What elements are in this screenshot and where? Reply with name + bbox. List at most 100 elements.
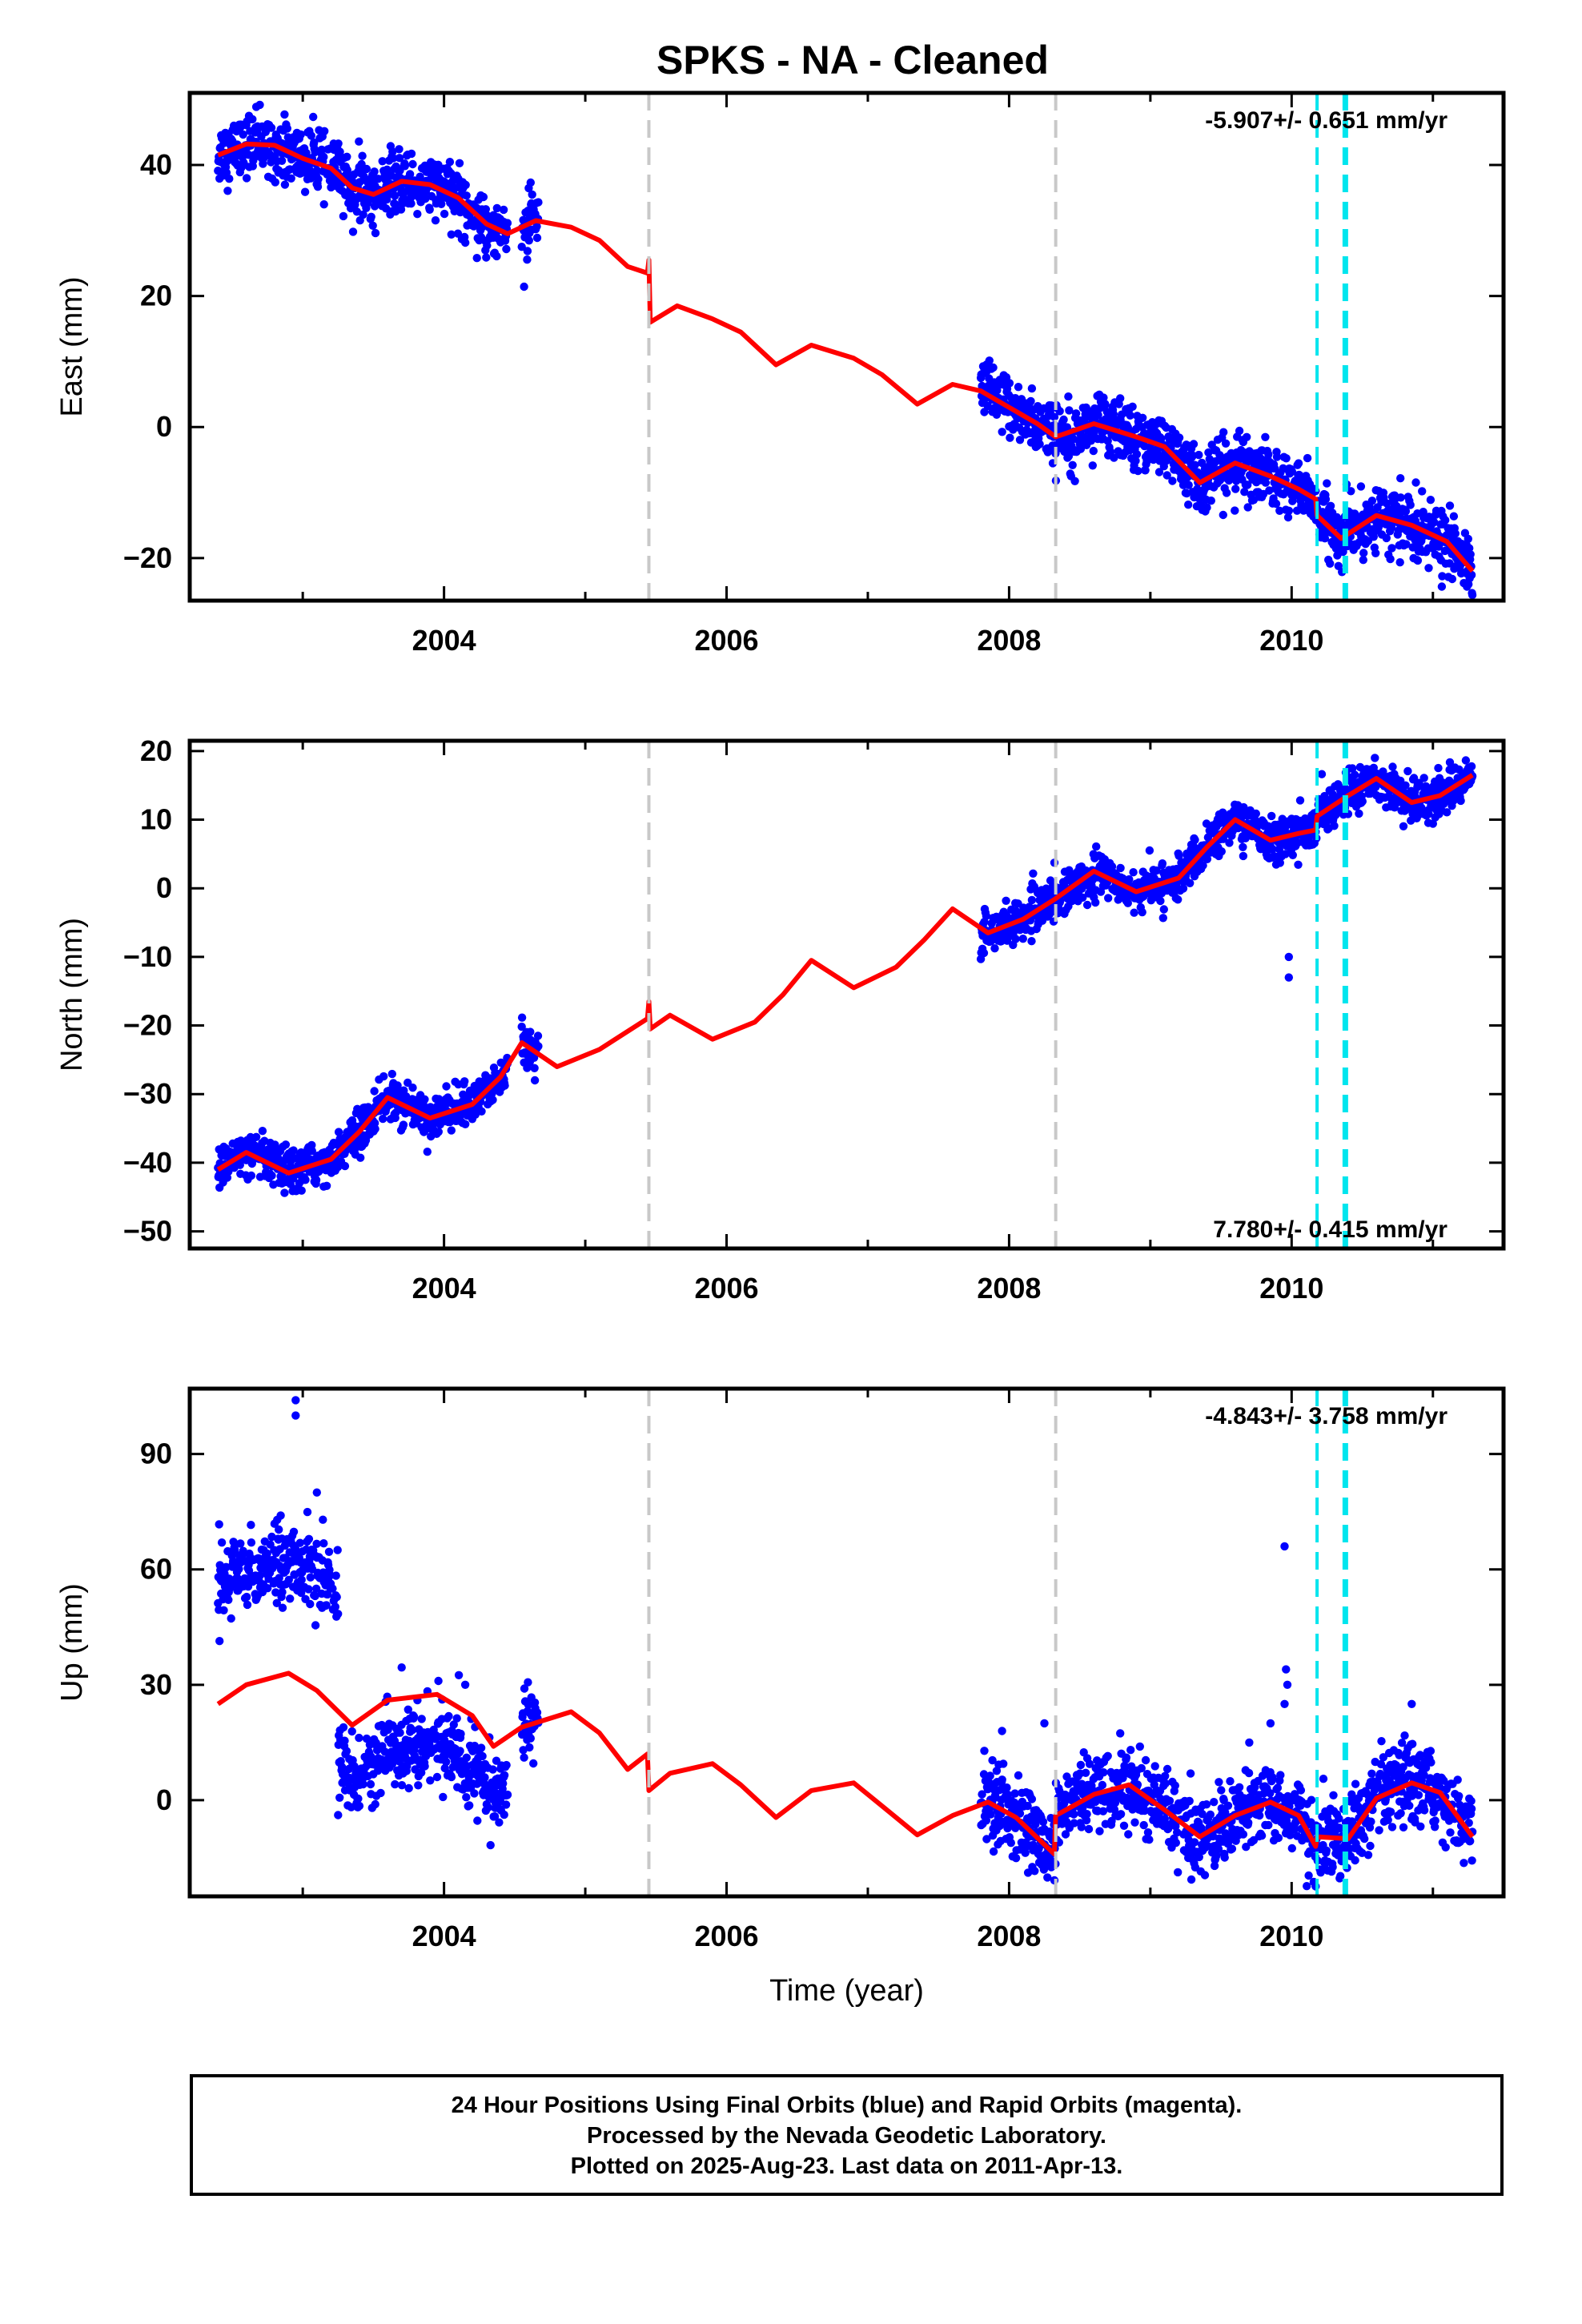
up-data-point: [989, 1847, 998, 1856]
north-outlier-point: [1284, 973, 1294, 982]
up-data-point: [1198, 1810, 1207, 1819]
north-data-point: [461, 1120, 470, 1129]
up-data-point: [1062, 1772, 1071, 1781]
east-data-point: [1126, 411, 1134, 420]
up-data-point: [1095, 1827, 1104, 1835]
up-data-point: [1099, 1768, 1108, 1777]
east-data-point: [1055, 407, 1064, 416]
east-data-point: [1106, 447, 1115, 456]
up-data-point: [502, 1760, 511, 1770]
east-data-point: [313, 183, 323, 191]
up-data-point: [986, 1810, 995, 1819]
north-data-point: [529, 1053, 539, 1063]
east-data-point: [280, 180, 290, 189]
up-data-point: [1015, 1809, 1025, 1818]
up-data-point: [490, 1812, 500, 1821]
east-data-point: [1401, 507, 1411, 516]
north-data-point: [517, 1022, 526, 1031]
up-data-point: [311, 1591, 319, 1601]
east-data-point: [370, 167, 379, 176]
up-data-point: [1135, 1742, 1145, 1751]
east-data-point: [1064, 392, 1073, 401]
up-data-point: [339, 1723, 348, 1732]
east-data-point: [339, 211, 348, 221]
up-data-point: [1186, 1769, 1195, 1778]
east-data-point: [1321, 495, 1331, 504]
east-data-point: [1272, 452, 1282, 461]
north-data-point: [1348, 764, 1357, 773]
east-data-point: [1359, 549, 1368, 557]
east-data-point: [1211, 456, 1220, 466]
north-data-point: [1158, 914, 1168, 923]
north-data-point: [1138, 907, 1146, 917]
up-data-point: [242, 1592, 251, 1602]
up-data-point: [1023, 1801, 1032, 1811]
up-data-point: [391, 1779, 400, 1789]
up-data-point: [456, 1729, 465, 1739]
east-data-point: [1447, 574, 1457, 584]
east-data-point: [1027, 384, 1037, 393]
north-data-point: [1116, 863, 1125, 873]
north-data-point: [1156, 896, 1165, 906]
north-y-tick-label: −30: [123, 1077, 172, 1110]
up-data-point: [243, 1600, 252, 1610]
up-data-point: [1190, 1838, 1199, 1847]
up-data-point: [324, 1547, 334, 1557]
up-data-point: [465, 1801, 474, 1810]
east-data-point: [309, 112, 318, 122]
east-data-point: [528, 190, 536, 199]
north-data-point: [1174, 895, 1182, 904]
up-data-point: [247, 1538, 256, 1547]
up-data-point: [1119, 1821, 1129, 1830]
east-data-point: [255, 100, 264, 110]
east-data-point: [239, 130, 247, 139]
up-data-point: [334, 1610, 343, 1618]
east-data-point: [1465, 544, 1474, 553]
east-data-point: [1035, 440, 1044, 448]
east-data-point: [1005, 379, 1014, 388]
up-data-point: [284, 1575, 293, 1585]
east-data-point: [499, 205, 508, 215]
up-data-point: [323, 1590, 332, 1599]
up-data-point: [1021, 1848, 1030, 1857]
up-data-point: [417, 1768, 426, 1777]
up-data-point: [414, 1781, 423, 1790]
east-data-point: [334, 139, 343, 148]
north-rate-label: 7.780+/- 0.415 mm/yr: [1213, 1216, 1447, 1243]
up-data-point: [404, 1705, 412, 1714]
north-data-point: [1399, 822, 1408, 831]
up-data-point: [1185, 1796, 1194, 1806]
north-data-point: [1424, 810, 1433, 818]
north-data-point: [1123, 899, 1133, 907]
up-data-point: [275, 1574, 283, 1582]
up-data-point: [303, 1507, 312, 1517]
north-data-point: [1159, 905, 1169, 914]
north-data-point: [281, 1140, 291, 1149]
north-data-point: [1268, 845, 1277, 854]
up-data-point: [1173, 1828, 1182, 1837]
up-data-point: [1010, 1789, 1019, 1798]
east-model-line: [217, 141, 1475, 573]
up-data-point: [526, 1734, 535, 1743]
up-data-point: [1122, 1753, 1131, 1762]
east-data-point: [1103, 436, 1112, 445]
north-data-point: [356, 1153, 365, 1162]
up-data-point: [333, 1546, 342, 1554]
east-data-point: [1088, 461, 1098, 470]
up-data-point: [1165, 1796, 1174, 1805]
east-data-point: [1243, 503, 1252, 512]
north-data-point: [280, 1188, 289, 1197]
east-data-point: [1334, 561, 1343, 570]
east-data-point: [503, 219, 512, 227]
up-data-point: [1145, 1835, 1154, 1844]
north-data-point: [399, 1120, 408, 1129]
east-data-point: [440, 209, 449, 219]
north-data-point: [251, 1132, 261, 1142]
east-data-point: [1184, 501, 1193, 509]
east-data-point: [1426, 496, 1435, 505]
east-data-point: [320, 127, 329, 135]
east-data-point: [1283, 513, 1293, 522]
